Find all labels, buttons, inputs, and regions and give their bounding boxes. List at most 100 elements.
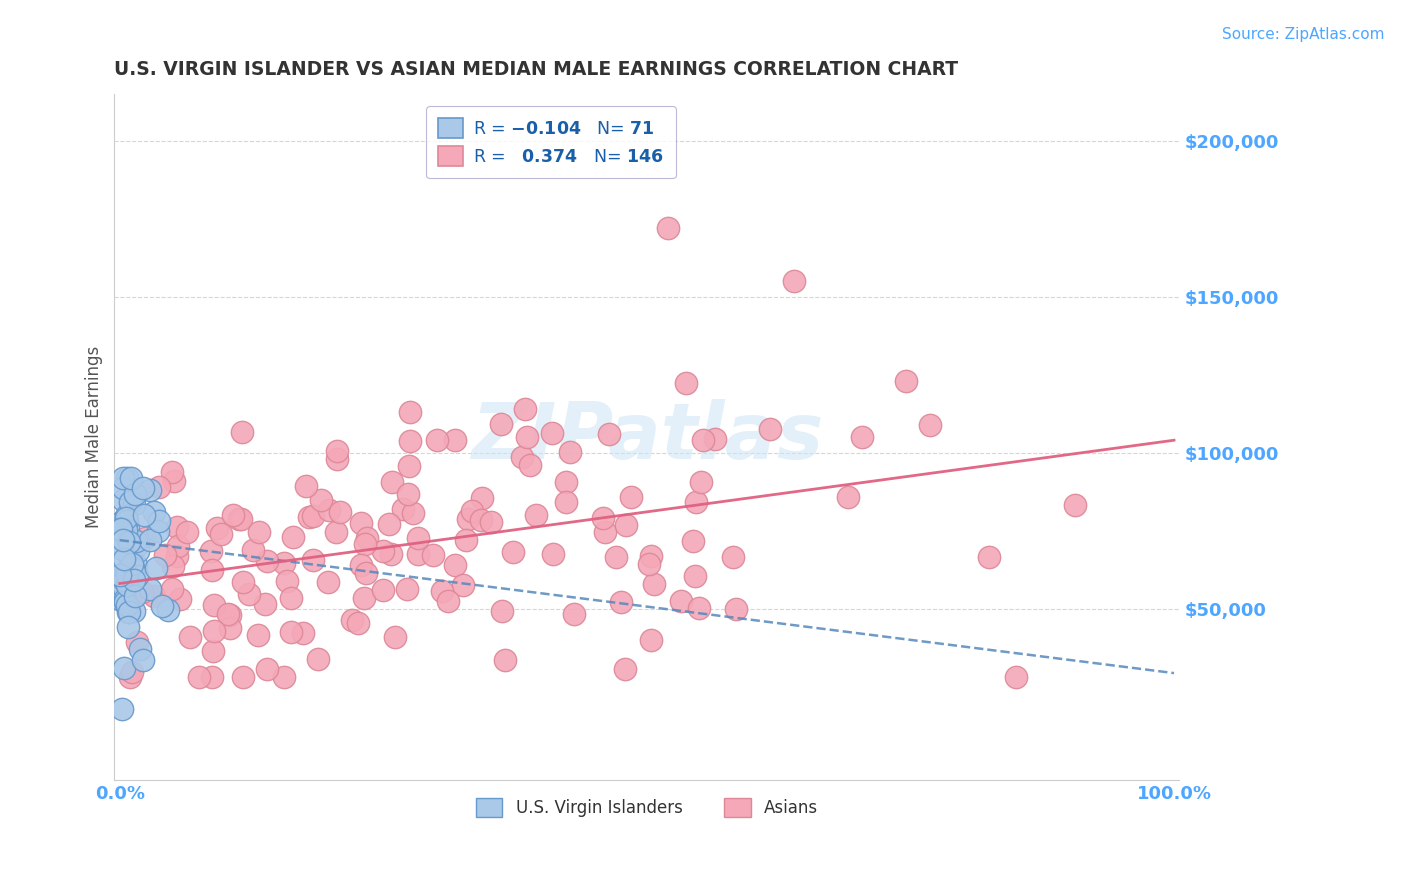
Point bbox=[302, 552, 325, 566]
Point bbox=[167, 539, 190, 553]
Point bbox=[454, 533, 477, 547]
Point bbox=[471, 491, 494, 505]
Point bbox=[111, 541, 134, 556]
Point bbox=[406, 547, 429, 561]
Point bbox=[688, 601, 710, 615]
Point bbox=[519, 458, 541, 473]
Point bbox=[115, 523, 138, 537]
Point bbox=[318, 503, 340, 517]
Point bbox=[1064, 498, 1087, 512]
Point bbox=[657, 221, 679, 235]
Point bbox=[114, 595, 136, 609]
Point bbox=[273, 670, 295, 684]
Point bbox=[422, 548, 444, 562]
Point bbox=[340, 613, 363, 627]
Point bbox=[526, 508, 548, 522]
Point bbox=[689, 475, 711, 489]
Point bbox=[238, 587, 260, 601]
Point bbox=[114, 515, 136, 529]
Point bbox=[209, 527, 232, 541]
Point bbox=[139, 483, 162, 497]
Point bbox=[162, 558, 184, 573]
Point bbox=[111, 492, 134, 507]
Point bbox=[118, 670, 141, 684]
Point bbox=[541, 547, 564, 561]
Point bbox=[124, 487, 146, 501]
Point bbox=[682, 533, 704, 548]
Point bbox=[253, 597, 276, 611]
Point bbox=[115, 511, 138, 525]
Point bbox=[132, 508, 155, 522]
Point bbox=[145, 560, 167, 574]
Point bbox=[837, 490, 859, 504]
Point bbox=[125, 534, 148, 549]
Point bbox=[640, 633, 662, 648]
Point bbox=[638, 558, 661, 572]
Point bbox=[510, 450, 533, 464]
Point bbox=[562, 607, 585, 622]
Point bbox=[231, 425, 253, 439]
Point bbox=[353, 591, 375, 605]
Point bbox=[139, 582, 162, 596]
Point bbox=[381, 475, 404, 489]
Point bbox=[121, 557, 143, 571]
Point bbox=[347, 615, 370, 630]
Point bbox=[273, 557, 295, 571]
Point bbox=[124, 589, 146, 603]
Point bbox=[399, 405, 422, 419]
Point bbox=[231, 512, 253, 526]
Point bbox=[114, 509, 136, 524]
Point bbox=[232, 670, 254, 684]
Point bbox=[166, 520, 188, 534]
Point bbox=[356, 566, 378, 580]
Point bbox=[685, 495, 707, 509]
Point bbox=[156, 603, 179, 617]
Point bbox=[117, 567, 139, 582]
Text: ZIPatlas: ZIPatlas bbox=[471, 400, 823, 475]
Point bbox=[256, 662, 278, 676]
Point bbox=[127, 538, 149, 552]
Point bbox=[179, 630, 201, 644]
Point bbox=[555, 494, 578, 508]
Point bbox=[166, 549, 188, 563]
Point bbox=[114, 592, 136, 607]
Point bbox=[110, 516, 132, 530]
Point bbox=[160, 465, 183, 479]
Point bbox=[117, 533, 139, 548]
Point bbox=[373, 582, 395, 597]
Point bbox=[513, 402, 536, 417]
Point bbox=[593, 524, 616, 539]
Point bbox=[118, 535, 141, 549]
Point bbox=[127, 544, 149, 558]
Point bbox=[155, 548, 177, 562]
Point bbox=[704, 433, 727, 447]
Point bbox=[110, 522, 132, 536]
Point bbox=[683, 568, 706, 582]
Point bbox=[142, 589, 165, 603]
Point bbox=[280, 591, 302, 606]
Point bbox=[398, 458, 420, 473]
Point bbox=[350, 516, 373, 531]
Text: Source: ZipAtlas.com: Source: ZipAtlas.com bbox=[1222, 27, 1385, 42]
Point bbox=[125, 569, 148, 583]
Point bbox=[122, 561, 145, 575]
Point bbox=[117, 514, 139, 528]
Point bbox=[443, 558, 465, 572]
Point bbox=[977, 549, 1000, 564]
Point bbox=[437, 593, 460, 607]
Y-axis label: Median Male Earnings: Median Male Earnings bbox=[86, 346, 103, 528]
Point bbox=[384, 630, 406, 644]
Point bbox=[108, 516, 131, 531]
Point bbox=[325, 524, 347, 539]
Point bbox=[598, 426, 620, 441]
Point bbox=[494, 653, 516, 667]
Point bbox=[112, 533, 135, 547]
Point bbox=[129, 642, 152, 657]
Point bbox=[118, 569, 141, 583]
Point bbox=[371, 544, 394, 558]
Point bbox=[232, 574, 254, 589]
Point bbox=[222, 508, 245, 523]
Point bbox=[114, 573, 136, 587]
Point bbox=[460, 504, 482, 518]
Point bbox=[541, 425, 564, 440]
